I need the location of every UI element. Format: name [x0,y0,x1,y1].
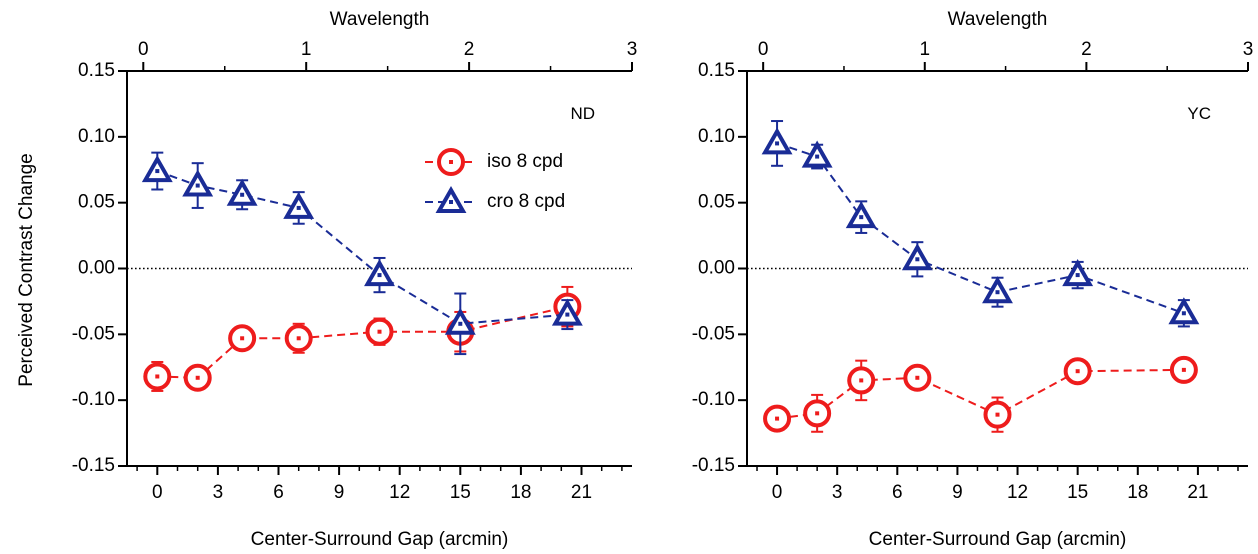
legend-label: cro 8 cpd [487,191,565,212]
y-tick-label: 0.15 [698,60,735,81]
x-axis-label: Center-Surround Gap (arcmin) [869,529,1127,550]
data-point-center [995,412,1000,417]
series-line-circle [776,368,1184,420]
data-point-center [240,336,245,341]
top-tick-label: 0 [138,39,149,60]
y-tick-label: -0.15 [72,455,115,476]
y-axis-label: Perceived Contrast Change [16,153,37,386]
x-tick-label: 21 [1187,482,1208,503]
y-tick-label: -0.10 [72,389,115,410]
x-tick-label: 18 [1127,482,1148,503]
x-tick-label: 15 [1067,482,1088,503]
legend-marker-center [449,200,453,204]
data-point-center [815,154,820,159]
y-tick-label: 0.15 [78,60,115,81]
top-tick-label: 1 [919,39,930,60]
y-tick-label: 0.10 [78,126,115,147]
x-tick-label: 9 [334,482,345,503]
y-tick-label: 0.05 [698,192,735,213]
y-tick-label: 0.00 [78,258,115,279]
data-point-center [775,416,780,421]
data-point-center [195,375,200,380]
panel-annotation: YC [1187,104,1211,123]
y-tick-label: 0.00 [698,258,735,279]
series-line-triangle [776,142,1185,315]
x-tick-label: 21 [571,482,592,503]
panel-yc: 0.150.100.050.00-0.05-0.10-0.150 3 6 9 12 15 1… [692,9,1254,550]
data-point-center [377,273,382,278]
data-point-center [377,329,382,334]
panel-annotation: ND [570,104,595,123]
data-point-center [1075,369,1080,374]
y-tick-label: -0.05 [692,323,735,344]
data-point-center [155,169,160,174]
top-axis-label: Wavelength [948,9,1048,30]
data-point-center [565,312,570,317]
top-tick-label: 0 [758,39,769,60]
x-tick-label: 12 [389,482,410,503]
data-point-center [995,290,1000,295]
data-point-center [915,375,920,380]
data-point-center [815,411,820,416]
y-tick-label: -0.10 [692,389,735,410]
top-tick-label: 3 [1243,39,1254,60]
y-tick-label: -0.15 [692,455,735,476]
x-tick-label: 18 [510,482,531,503]
data-point-center [775,141,780,146]
y-tick-label: -0.05 [72,323,115,344]
data-point-center [195,183,200,188]
top-tick-label: 2 [1081,39,1092,60]
x-tick-label: 12 [1007,482,1028,503]
x-tick-label: 3 [832,482,843,503]
top-tick-label: 3 [627,39,638,60]
x-tick-label: 0 [152,482,163,503]
legend-marker-center [449,160,453,164]
data-point-center [859,378,864,383]
panel-nd: 0.150.100.050.00-0.05-0.10-0.150 3 6 9 12 15 1… [72,9,638,550]
data-point-center [240,192,245,197]
data-point-center [296,205,301,210]
x-tick-label: 6 [273,482,284,503]
data-point-center [458,321,463,326]
data-point-center [155,374,160,379]
y-tick-label: 0.05 [78,192,115,213]
data-point-center [1181,311,1186,316]
x-axis-label: Center-Surround Gap (arcmin) [251,529,509,550]
data-point-center [296,336,301,341]
series-line-circle [157,305,568,379]
top-tick-label: 1 [301,39,312,60]
x-tick-label: 9 [952,482,963,503]
data-point-center [859,215,864,220]
top-tick-label: 2 [464,39,475,60]
x-tick-label: 3 [213,482,224,503]
data-point-center [915,257,920,262]
x-tick-label: 15 [450,482,471,503]
data-point-center [1181,367,1186,372]
y-tick-label: 0.10 [698,126,735,147]
legend-label: iso 8 cpd [487,151,563,172]
data-point-center [1075,273,1080,278]
x-tick-label: 0 [772,482,783,503]
top-axis-label: Wavelength [330,9,430,30]
x-tick-label: 6 [892,482,903,503]
